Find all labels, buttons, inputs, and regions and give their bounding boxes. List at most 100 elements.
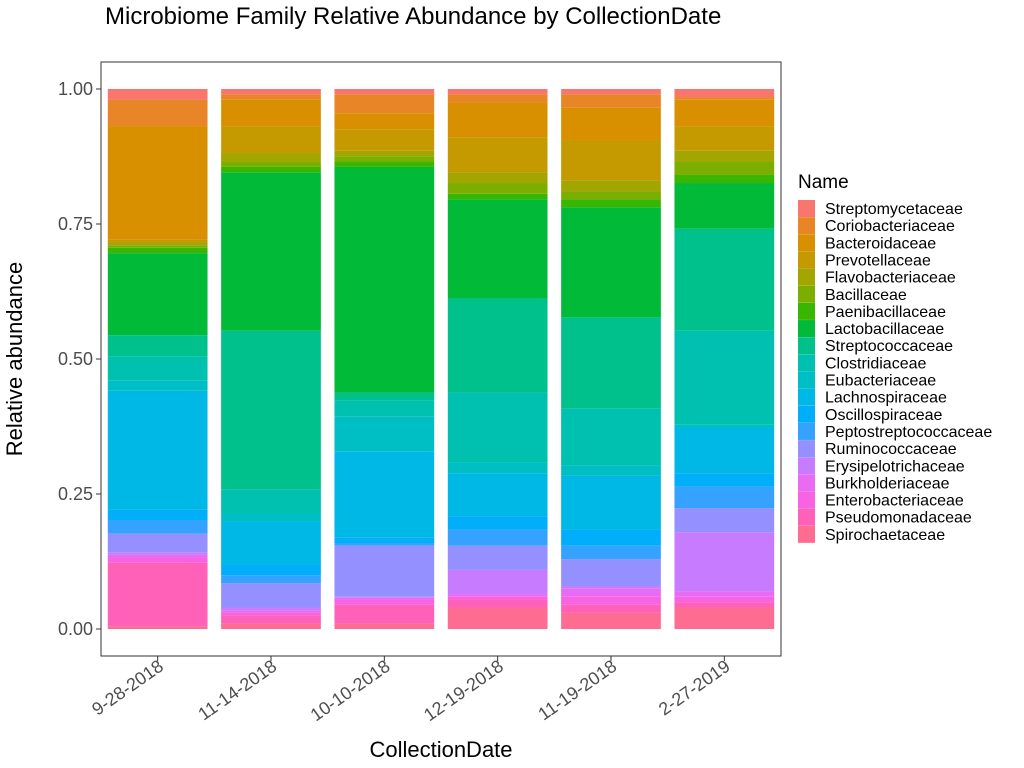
bar-segment-3-13 (447, 193, 548, 200)
legend-label: Clostridiaceae (825, 355, 926, 372)
bar-segment-0-0 (107, 626, 208, 629)
bar-segment-4-19 (561, 89, 661, 95)
bar-segment-4-9 (561, 465, 661, 476)
legend-swatch (798, 405, 815, 423)
bar-segment-5-18 (674, 97, 775, 100)
bar-segment-5-15 (674, 150, 775, 162)
y-tick-label: 0.25 (58, 484, 93, 504)
y-tick-label: 0.00 (58, 619, 93, 639)
bar-segment-4-11 (561, 317, 661, 409)
legend-label: Erysipelotrichaceae (825, 458, 965, 475)
legend-swatch (798, 285, 815, 303)
legend-swatch (798, 268, 815, 286)
legend-swatch (798, 320, 815, 338)
legend-swatch (798, 491, 815, 509)
bar-segment-0-16 (107, 239, 208, 243)
bar-segment-5-9 (674, 424, 775, 428)
legend-label: Oscillospiraceae (825, 407, 942, 424)
bar-segment-1-19 (221, 89, 321, 95)
x-tick-label: 2-27-2019 (655, 656, 734, 719)
legend-swatch (798, 217, 815, 235)
bar-segment-5-6 (674, 486, 775, 509)
bar-segment-0-15 (107, 242, 208, 246)
bar-segment-1-15 (221, 153, 321, 162)
bar-segment-4-10 (561, 408, 661, 466)
bar-segment-2-0 (334, 623, 435, 629)
y-tick-label: 0.75 (58, 214, 93, 234)
bar-segment-0-9 (107, 380, 208, 391)
y-tick-label: 1.00 (58, 79, 93, 99)
bar-segment-3-7 (447, 516, 548, 530)
bar-segment-4-14 (561, 191, 661, 200)
x-tick-label: 9-28-2018 (88, 656, 167, 719)
bar-segment-5-17 (674, 99, 775, 127)
legend-swatch (798, 234, 815, 252)
bar-segment-4-5 (561, 559, 661, 587)
bar-segment-0-14 (107, 245, 208, 248)
bar-segment-2-11 (334, 392, 435, 401)
legend-swatch (798, 440, 815, 458)
bar-segment-4-12 (561, 207, 661, 318)
bar-segment-5-1 (674, 602, 775, 608)
legend-swatch (798, 388, 815, 406)
legend-label: Streptomycetaceae (825, 201, 963, 218)
bar-segment-2-5 (334, 545, 435, 597)
bar-segment-5-13 (674, 174, 775, 184)
bar-segment-2-8 (334, 451, 435, 538)
y-tick-label: 0.50 (58, 349, 93, 369)
legend-label: Bacteroidaceae (825, 235, 936, 252)
bar-segment-3-10 (447, 392, 548, 463)
bar-segment-4-6 (561, 545, 661, 560)
bar-segment-3-6 (447, 529, 548, 546)
bar-segment-4-16 (561, 140, 661, 181)
legend-label: Paenibacillaceae (825, 304, 946, 321)
bar-segment-0-10 (107, 356, 208, 381)
x-axis-title: CollectionDate (369, 737, 512, 762)
legend-swatch (798, 474, 815, 492)
legend-swatch (798, 508, 815, 526)
bar-segment-5-19 (674, 89, 775, 98)
bar-segment-4-18 (561, 94, 661, 108)
bar-segment-0-6 (107, 520, 208, 534)
bar-segment-4-8 (561, 475, 661, 530)
x-axis: 9-28-2018 11-14-2018 10-10-2018 12-19-2018 1… (88, 656, 733, 725)
bar-segment-0-5 (107, 533, 208, 553)
bar-segment-3-9 (447, 462, 548, 474)
bar-segment-1-16 (221, 126, 321, 154)
legend-swatch (798, 337, 815, 355)
bar-segment-4-17 (561, 107, 661, 141)
bar-segment-1-2 (221, 612, 321, 616)
bar-segment-3-14 (447, 183, 548, 194)
bar-segment-4-4 (561, 586, 661, 589)
bar-segment-5-8 (674, 427, 775, 474)
bar-segment-3-3 (447, 594, 548, 597)
bar-segment-0-19 (107, 89, 208, 100)
legend-swatch (798, 371, 815, 389)
legend-label: Lachnospiraceae (825, 390, 947, 407)
bar-segment-5-7 (674, 473, 775, 487)
x-tick-label: 10-10-2018 (307, 656, 394, 725)
bar-segment-4-0 (561, 612, 661, 629)
chart-title: Microbiome Family Relative Abundance by … (105, 3, 721, 30)
legend-swatch (798, 422, 815, 440)
legend-label: Prevotellaceae (825, 252, 931, 269)
legend-label: Spirochaetaceae (825, 527, 945, 544)
x-tick-label: 11-19-2018 (534, 656, 620, 724)
legend-label: Coriobacteriaceae (825, 218, 955, 235)
bar-segment-0-3 (107, 554, 208, 558)
bar-segment-1-13 (221, 166, 321, 173)
bar-segment-2-3 (334, 597, 435, 600)
bar-segment-3-17 (447, 102, 548, 138)
bar-segment-5-3 (674, 591, 775, 597)
bar-segment-1-10 (221, 489, 321, 514)
bar-segment-5-5 (674, 508, 775, 533)
legend-swatch (798, 200, 815, 217)
bar-segment-0-8 (107, 390, 208, 510)
bar-segment-2-14 (334, 156, 435, 162)
bar-segment-0-13 (107, 247, 208, 254)
bar-segment-3-15 (447, 172, 548, 184)
bar-segment-4-13 (561, 199, 661, 208)
y-axis-title: Relative abundance (2, 262, 27, 456)
bar-segment-1-11 (221, 330, 321, 490)
